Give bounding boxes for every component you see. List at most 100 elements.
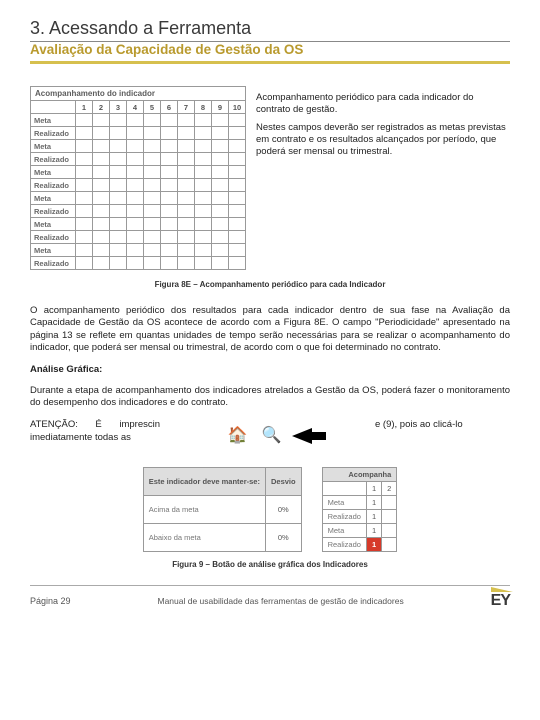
acomp-cell-red: 1	[366, 538, 381, 552]
col-header: 9	[212, 101, 229, 114]
acomp-col: 1	[366, 482, 381, 496]
table-cell	[110, 153, 127, 166]
table-cell	[144, 218, 161, 231]
analise-grafica-heading: Análise Gráfica:	[30, 364, 510, 376]
table-cell	[161, 127, 178, 140]
table-cell	[110, 218, 127, 231]
attention-right-text: e (9), pois ao clicá-lo	[375, 419, 510, 431]
row-label: Realizado	[31, 205, 76, 218]
row-label: Realizado	[31, 257, 76, 270]
table-cell	[127, 166, 144, 179]
page-number: Página 29	[30, 596, 71, 606]
table-cell	[93, 179, 110, 192]
table-cell	[178, 257, 195, 270]
table-cell	[229, 192, 246, 205]
table-cell	[161, 257, 178, 270]
row-label: Meta	[31, 166, 76, 179]
table-cell	[93, 231, 110, 244]
table-cell	[127, 127, 144, 140]
table-cell	[212, 244, 229, 257]
threshold-row-label: Abaixo da meta	[143, 524, 265, 552]
table-cell	[110, 114, 127, 127]
col-header: 10	[229, 101, 246, 114]
table-cell	[93, 140, 110, 153]
table-cell	[229, 166, 246, 179]
indicator-table-title: Acompanhamento do indicador	[30, 86, 246, 100]
table-cell	[127, 244, 144, 257]
table-cell	[110, 166, 127, 179]
acomp-cell: 1	[366, 524, 381, 538]
table-cell	[76, 192, 93, 205]
table-cell	[76, 179, 93, 192]
table-cell	[93, 244, 110, 257]
table-cell	[178, 244, 195, 257]
table-cell	[195, 140, 212, 153]
table-cell	[178, 205, 195, 218]
magnifier-chart-icon: 🔍	[258, 424, 286, 448]
table-cell	[212, 127, 229, 140]
table-cell	[110, 179, 127, 192]
table-cell	[144, 257, 161, 270]
table-cell	[144, 192, 161, 205]
table-cell	[144, 127, 161, 140]
row-label: Realizado	[31, 231, 76, 244]
acomp-row-label: Meta	[322, 496, 366, 510]
table-cell	[110, 205, 127, 218]
table-cell	[195, 205, 212, 218]
table-cell	[229, 153, 246, 166]
table-cell	[76, 153, 93, 166]
table-cell	[76, 218, 93, 231]
acomp-col: 2	[382, 482, 397, 496]
table-cell	[195, 218, 212, 231]
table-cell	[161, 114, 178, 127]
table-cell	[195, 244, 212, 257]
figure-8e-caption: Figura 8E – Acompanhamento periódico par…	[30, 280, 510, 289]
col-header: 1	[76, 101, 93, 114]
table-cell	[229, 231, 246, 244]
acomp-cell	[382, 496, 397, 510]
table-cell	[229, 205, 246, 218]
acomp-table: Acompanha 1 2 Meta 1 Realizado 1 Meta 1 …	[322, 467, 398, 552]
table-cell	[195, 231, 212, 244]
table-cell	[144, 231, 161, 244]
table-cell	[178, 192, 195, 205]
table-cell	[93, 114, 110, 127]
footer-center-text: Manual de usabilidade das ferramentas de…	[71, 596, 491, 606]
table-cell	[144, 114, 161, 127]
table-cell	[161, 179, 178, 192]
table-cell	[178, 166, 195, 179]
table-cell	[212, 140, 229, 153]
threshold-row-val: 0%	[265, 496, 301, 524]
acomp-row-label: Realizado	[322, 510, 366, 524]
col-header: 3	[110, 101, 127, 114]
table-cell	[212, 257, 229, 270]
col-header: 7	[178, 101, 195, 114]
row-label: Realizado	[31, 153, 76, 166]
footer: Página 29 Manual de usabilidade das ferr…	[30, 585, 510, 610]
table-cell	[229, 127, 246, 140]
table-cell	[144, 179, 161, 192]
table-cell	[178, 114, 195, 127]
figure-9: Este indicador deve manter-se: Desvio Ac…	[30, 467, 510, 552]
table-cell	[93, 192, 110, 205]
table-cell	[195, 257, 212, 270]
table-cell	[76, 205, 93, 218]
table-cell	[144, 153, 161, 166]
table-cell	[161, 205, 178, 218]
row-label: Realizado	[31, 179, 76, 192]
table-cell	[76, 257, 93, 270]
figure-9-caption: Figura 9 – Botão de análise gráfica dos …	[30, 560, 510, 569]
row-label: Meta	[31, 244, 76, 257]
table-cell	[161, 218, 178, 231]
col-header: 5	[144, 101, 161, 114]
side-paragraph: Acompanhamento periódico para cada indic…	[256, 92, 510, 116]
indicator-table: 1 2 3 4 5 6 7 8 9 10 MetaRealizadoMetaRe…	[30, 100, 246, 270]
table-cell	[229, 257, 246, 270]
table-cell	[212, 179, 229, 192]
side-paragraph: Nestes campos deverão ser registrados as…	[256, 122, 510, 158]
table-cell	[144, 205, 161, 218]
ey-logo: EY	[491, 592, 510, 610]
table-cell	[212, 192, 229, 205]
table-cell	[229, 114, 246, 127]
table-cell	[110, 231, 127, 244]
